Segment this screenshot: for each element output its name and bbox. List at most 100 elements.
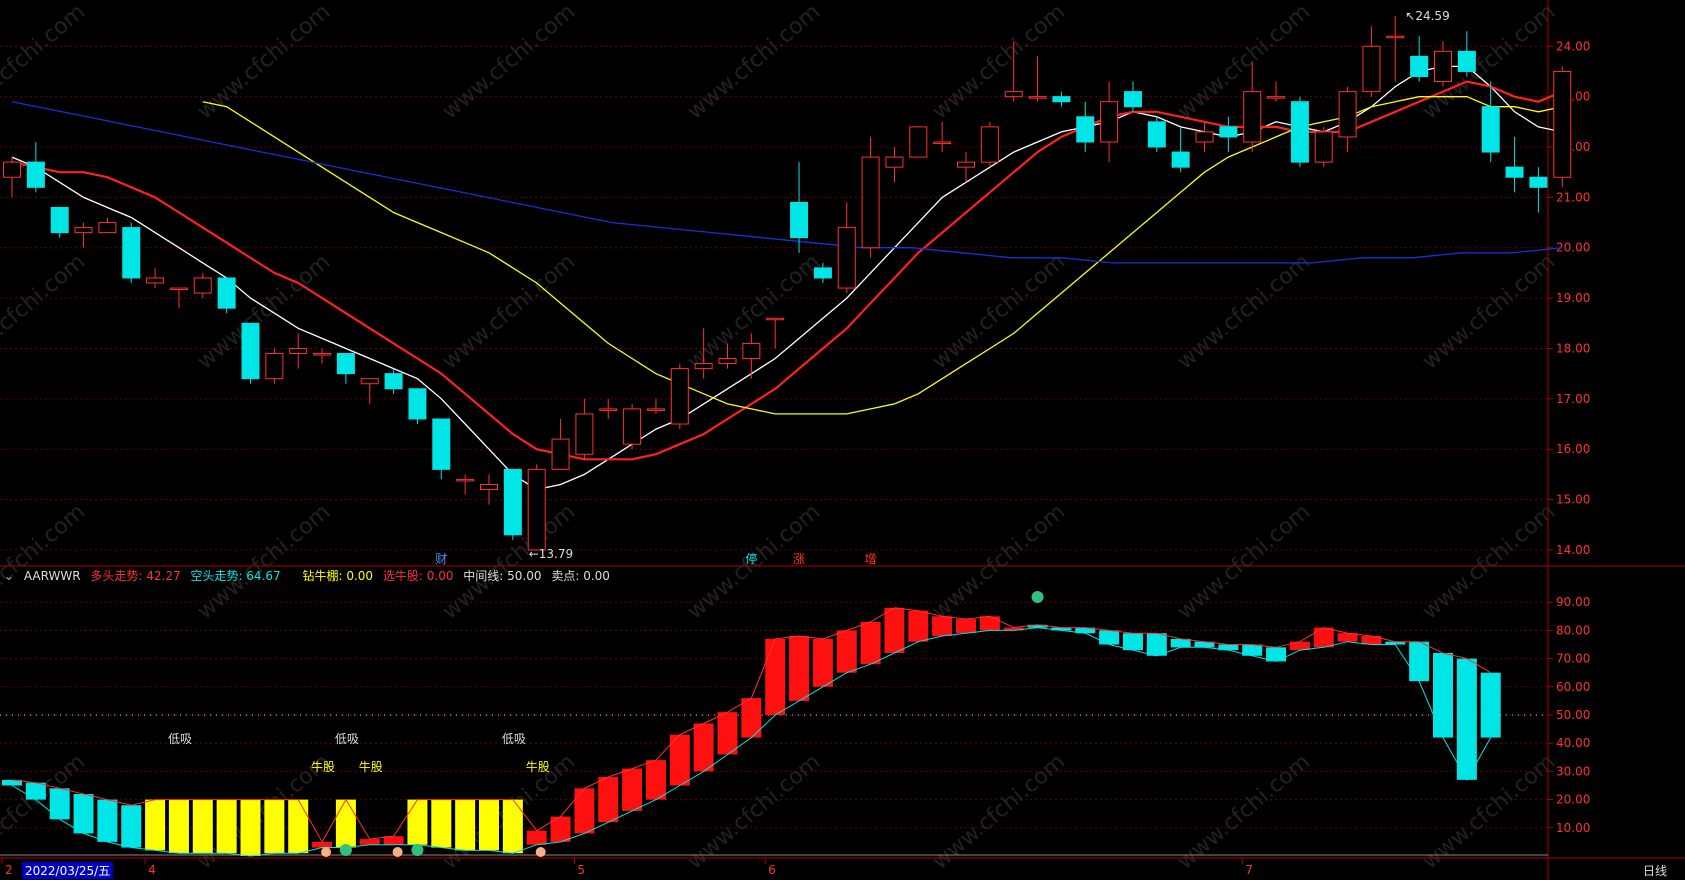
candle-body xyxy=(456,478,475,482)
watermark-text: www.cfchi.com xyxy=(0,249,90,374)
signal-label: 低吸 xyxy=(335,732,359,746)
candle-body xyxy=(265,353,284,380)
candle-body xyxy=(575,413,594,455)
watermark-text: www.cfchi.com xyxy=(683,0,825,125)
signal-check-icon xyxy=(411,844,424,856)
indicator-bar xyxy=(121,805,142,848)
period-label[interactable]: 日线 xyxy=(1642,864,1667,878)
candle-body xyxy=(1434,50,1452,83)
legend-shed: 钻牛棚: 0.00 xyxy=(302,569,374,583)
candle xyxy=(837,202,856,294)
candle xyxy=(122,222,141,283)
ind-tick-label: 10.00 xyxy=(1556,821,1590,835)
candle xyxy=(718,343,737,369)
candle xyxy=(1076,101,1095,153)
indicator-bar xyxy=(288,799,309,854)
candle-body xyxy=(169,287,188,291)
candle-body xyxy=(694,363,713,370)
candle xyxy=(289,333,308,369)
candle xyxy=(1362,26,1381,97)
candle xyxy=(1314,126,1333,168)
candle-body xyxy=(1457,50,1476,72)
indicator-bar xyxy=(312,841,333,848)
candle xyxy=(646,398,665,414)
candle xyxy=(1290,96,1309,168)
indicator-bar xyxy=(550,816,571,842)
event-marker: 增 xyxy=(865,552,877,566)
indicator-bar xyxy=(1456,658,1477,780)
candle xyxy=(313,348,332,364)
indicator-bar xyxy=(1313,627,1334,648)
high-annotation: ↖24.59 xyxy=(1405,9,1449,23)
candle-body xyxy=(1529,176,1548,188)
indicator-bar xyxy=(1075,627,1096,634)
legend-mid: 中间线: 50.00 xyxy=(463,569,542,583)
ind-tick-label: 40.00 xyxy=(1556,736,1590,750)
indicator-legend: ⌄ AARWWR 多头走势: 42.27 空头走势: 64.67 钻牛棚: 0.… xyxy=(4,567,616,584)
main-tick-label: 24.00 xyxy=(1556,39,1590,53)
watermark-text: www.cfchi.com xyxy=(928,749,1070,874)
indicator-bar xyxy=(1266,647,1287,662)
indicator-bar xyxy=(1146,633,1167,656)
candle-body xyxy=(146,277,165,284)
indicator-bar xyxy=(908,610,929,642)
signal-label: 牛股 xyxy=(311,759,335,774)
legend-toggle-icon[interactable]: ⌄ xyxy=(4,569,15,583)
indicator-bar xyxy=(264,799,285,854)
candle xyxy=(1553,66,1572,188)
candle-body xyxy=(957,161,975,168)
indicator-bar xyxy=(765,638,786,715)
candle-body xyxy=(551,438,570,470)
candle-body xyxy=(527,468,546,551)
ind-line-low xyxy=(11,627,1492,857)
watermark-text: www.cfchi.com xyxy=(0,499,90,624)
candle xyxy=(957,152,975,183)
ind-tick-label: 70.00 xyxy=(1556,652,1590,666)
signal-hand-icon xyxy=(321,847,332,857)
candle-body xyxy=(837,227,856,289)
watermark-text: www.cfchi.com xyxy=(0,0,90,125)
main-tick-label: 15.00 xyxy=(1556,493,1590,507)
candle xyxy=(360,378,379,404)
indicator-bar xyxy=(25,782,46,800)
legend-bear: 空头走势: 64.67 xyxy=(190,569,281,583)
candle xyxy=(527,464,546,551)
candle-body xyxy=(599,408,618,411)
indicator-bar xyxy=(1361,636,1382,645)
indicator-bar xyxy=(1409,641,1430,682)
signal-label: 牛股 xyxy=(359,759,383,774)
candle-body xyxy=(1028,96,1047,99)
candle xyxy=(480,474,498,505)
candle-body xyxy=(790,201,809,239)
candle xyxy=(241,322,260,384)
indicator-bar xyxy=(1099,630,1120,645)
indicator-bar xyxy=(359,839,380,845)
xaxis-month-label: 6 xyxy=(768,863,776,877)
indicator-bar xyxy=(789,636,810,701)
candle-body xyxy=(1195,131,1214,143)
candle xyxy=(1243,61,1262,153)
indicator-bar xyxy=(1122,633,1143,651)
candle xyxy=(193,272,212,299)
ind-tick-label: 30.00 xyxy=(1556,764,1590,778)
indicator-bar xyxy=(49,788,70,820)
xaxis-month-label: 4 xyxy=(148,863,156,877)
candle-body xyxy=(1219,126,1238,138)
xaxis-month-label: 5 xyxy=(577,863,585,877)
indicator-bar xyxy=(407,799,428,845)
candle xyxy=(503,468,522,540)
main-tick-label: 18.00 xyxy=(1556,341,1590,355)
event-marker: 涨 xyxy=(793,551,805,566)
indicator-bar xyxy=(956,619,976,634)
indicator-bar xyxy=(240,799,261,856)
watermark-text: www.cfchi.com xyxy=(438,0,580,125)
indicator-bar xyxy=(1194,641,1215,648)
candle-body xyxy=(336,353,355,375)
candle xyxy=(384,368,403,394)
xaxis-month-label: 7 xyxy=(1245,863,1253,877)
candle xyxy=(813,262,832,283)
main-tick-label: 19.00 xyxy=(1556,291,1590,305)
candle-body xyxy=(50,206,69,234)
candle xyxy=(169,287,188,309)
